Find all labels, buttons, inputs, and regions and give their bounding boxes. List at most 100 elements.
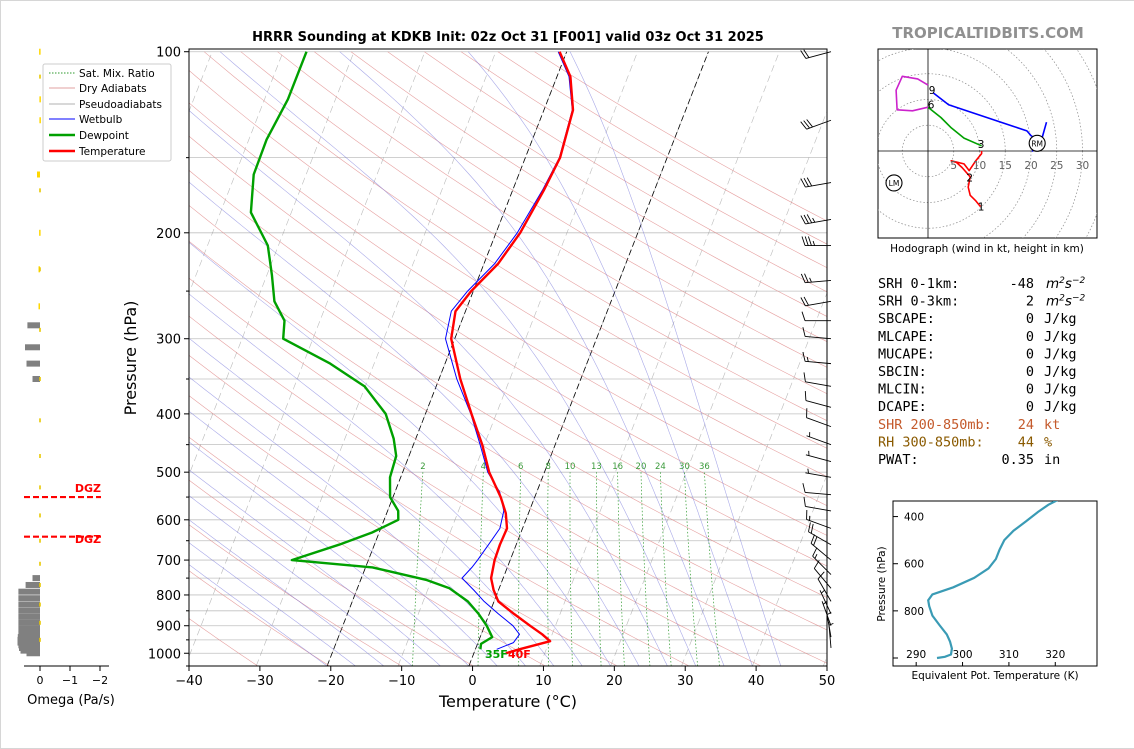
- legend-temperature: Temperature: [78, 146, 146, 158]
- index-value: 0: [1026, 346, 1034, 362]
- barb-half-feather: [821, 590, 824, 593]
- skewt-series: [251, 52, 573, 654]
- index-label: MLCAPE:: [878, 329, 935, 345]
- wetbulb-series-line: [446, 52, 573, 650]
- omega-zero-mark: [39, 75, 41, 79]
- minus-twenty-isotherm: [327, 52, 567, 666]
- temperature-series-line: [451, 52, 573, 654]
- legend: Sat. Mix. Ratio Dry Adiabats Pseudoadiab…: [43, 64, 171, 161]
- hodograph-ring-label: 10: [973, 160, 986, 172]
- surface-dewpoint-label: 35F: [485, 648, 508, 661]
- hodograph-height-label: 9: [929, 85, 936, 97]
- index-label: RH 300-850mb:: [878, 434, 984, 450]
- wind-barb: [813, 548, 831, 575]
- x-tick-label: 40: [748, 674, 765, 689]
- x-tick-label: −10: [388, 674, 415, 689]
- barb-feather: [802, 312, 805, 321]
- index-unit: J/kg: [1044, 364, 1077, 380]
- mixing-ratio-line: [570, 472, 572, 666]
- index-unit: J/kg: [1044, 346, 1077, 362]
- hodograph-caption: Hodograph (wind in kt, height in km): [890, 243, 1084, 255]
- hodograph-height-label: 2: [966, 172, 973, 184]
- omega-zero-mark: [39, 562, 41, 566]
- omega-zero-mark: [39, 638, 41, 642]
- theta-e-x-tick-label: 290: [906, 649, 926, 661]
- mixing-ratio-label: 20: [636, 462, 647, 472]
- theta-e-y-label: Pressure (hPa): [876, 546, 888, 621]
- index-unit: J/kg: [1044, 329, 1077, 345]
- mixing-ratio-line: [660, 472, 671, 666]
- index-value: 2: [1026, 294, 1034, 310]
- barb-staff: [813, 556, 831, 574]
- theta-e-x-label: Equivalent Pot. Temperature (K): [911, 670, 1078, 682]
- barb-feather: [804, 497, 805, 506]
- zero-isotherm: [469, 52, 709, 666]
- omega-x-label: Omega (Pa/s): [27, 693, 115, 708]
- wind-barb: [801, 120, 831, 130]
- barb-half-feather: [813, 241, 815, 246]
- omega-x-tick-label: −2: [92, 674, 108, 687]
- index-label: SRH 0-3km:: [878, 294, 959, 310]
- legend-wetbulb: Wetbulb: [79, 114, 123, 126]
- skewt-plot-frame: [189, 49, 827, 666]
- index-unit: m2s−2: [1046, 276, 1085, 292]
- mixing-ratio-label: 2: [420, 462, 425, 472]
- omega-bar: [37, 172, 40, 178]
- mixing-ratio-label: 16: [612, 462, 623, 472]
- index-label: MLCIN:: [878, 382, 927, 398]
- omega-bar: [33, 575, 41, 581]
- wind-barb: [811, 535, 831, 561]
- omega-bar: [33, 376, 41, 382]
- wind-barb: [801, 50, 831, 59]
- barb-half-feather: [810, 278, 812, 282]
- hodograph-height-label: 6: [928, 100, 935, 112]
- pseudoadiabat: [220, 52, 696, 666]
- omega-zero-mark: [39, 539, 41, 543]
- wind-barb: [801, 297, 831, 306]
- omega-zero-mark: [39, 267, 41, 271]
- omega-bar: [18, 608, 40, 614]
- theta-e-y-tick-label: 600: [904, 559, 924, 571]
- index-label: SHR 200-850mb:: [878, 417, 992, 433]
- mixing-ratio-line: [519, 472, 521, 666]
- dgz-label-lower: DGZ: [75, 533, 101, 546]
- index-value: 24: [1018, 417, 1034, 433]
- isotherm-line: [256, 52, 496, 666]
- y-tick-label: 800: [156, 589, 181, 604]
- mixing-ratio-line: [478, 472, 483, 666]
- surface-temperature-label: 40F: [508, 648, 531, 661]
- index-unit: kt: [1044, 417, 1060, 433]
- omega-zero-mark: [39, 513, 41, 517]
- theta-e-x-tick-label: 310: [999, 649, 1019, 661]
- theta-e-frame: [893, 501, 1097, 666]
- omega-zero-mark: [39, 621, 41, 625]
- omega-bar: [39, 303, 41, 309]
- x-tick-label: 0: [468, 674, 476, 689]
- barb-feather: [805, 391, 806, 400]
- barb-feather: [803, 352, 805, 361]
- legend-pseudoadiabats: Pseudoadiabats: [79, 99, 162, 111]
- barb-feather: [801, 274, 805, 283]
- dgz-label-upper: DGZ: [75, 482, 101, 495]
- theta-e-x-tick-label: 320: [1045, 649, 1065, 661]
- index-value: 0: [1026, 382, 1034, 398]
- mixing-ratio-line: [596, 472, 601, 666]
- wind-barb: [814, 560, 831, 588]
- index-unit: %: [1044, 434, 1052, 450]
- hodograph-ring-label: 25: [1050, 160, 1063, 172]
- theta-e-y-tick-label: 800: [904, 606, 924, 618]
- barb-feather: [811, 535, 814, 544]
- dewpoint-series-line: [251, 52, 492, 650]
- barb-feather: [808, 237, 811, 246]
- theta-e-y-tick-label: 400: [904, 512, 924, 524]
- index-value: -48: [1010, 276, 1034, 292]
- y-tick-label: 700: [156, 554, 181, 569]
- omega-bar: [26, 582, 40, 588]
- mixing-ratio-line: [413, 472, 423, 666]
- index-unit: J/kg: [1044, 382, 1077, 398]
- mixing-ratio-label: 13: [591, 462, 602, 472]
